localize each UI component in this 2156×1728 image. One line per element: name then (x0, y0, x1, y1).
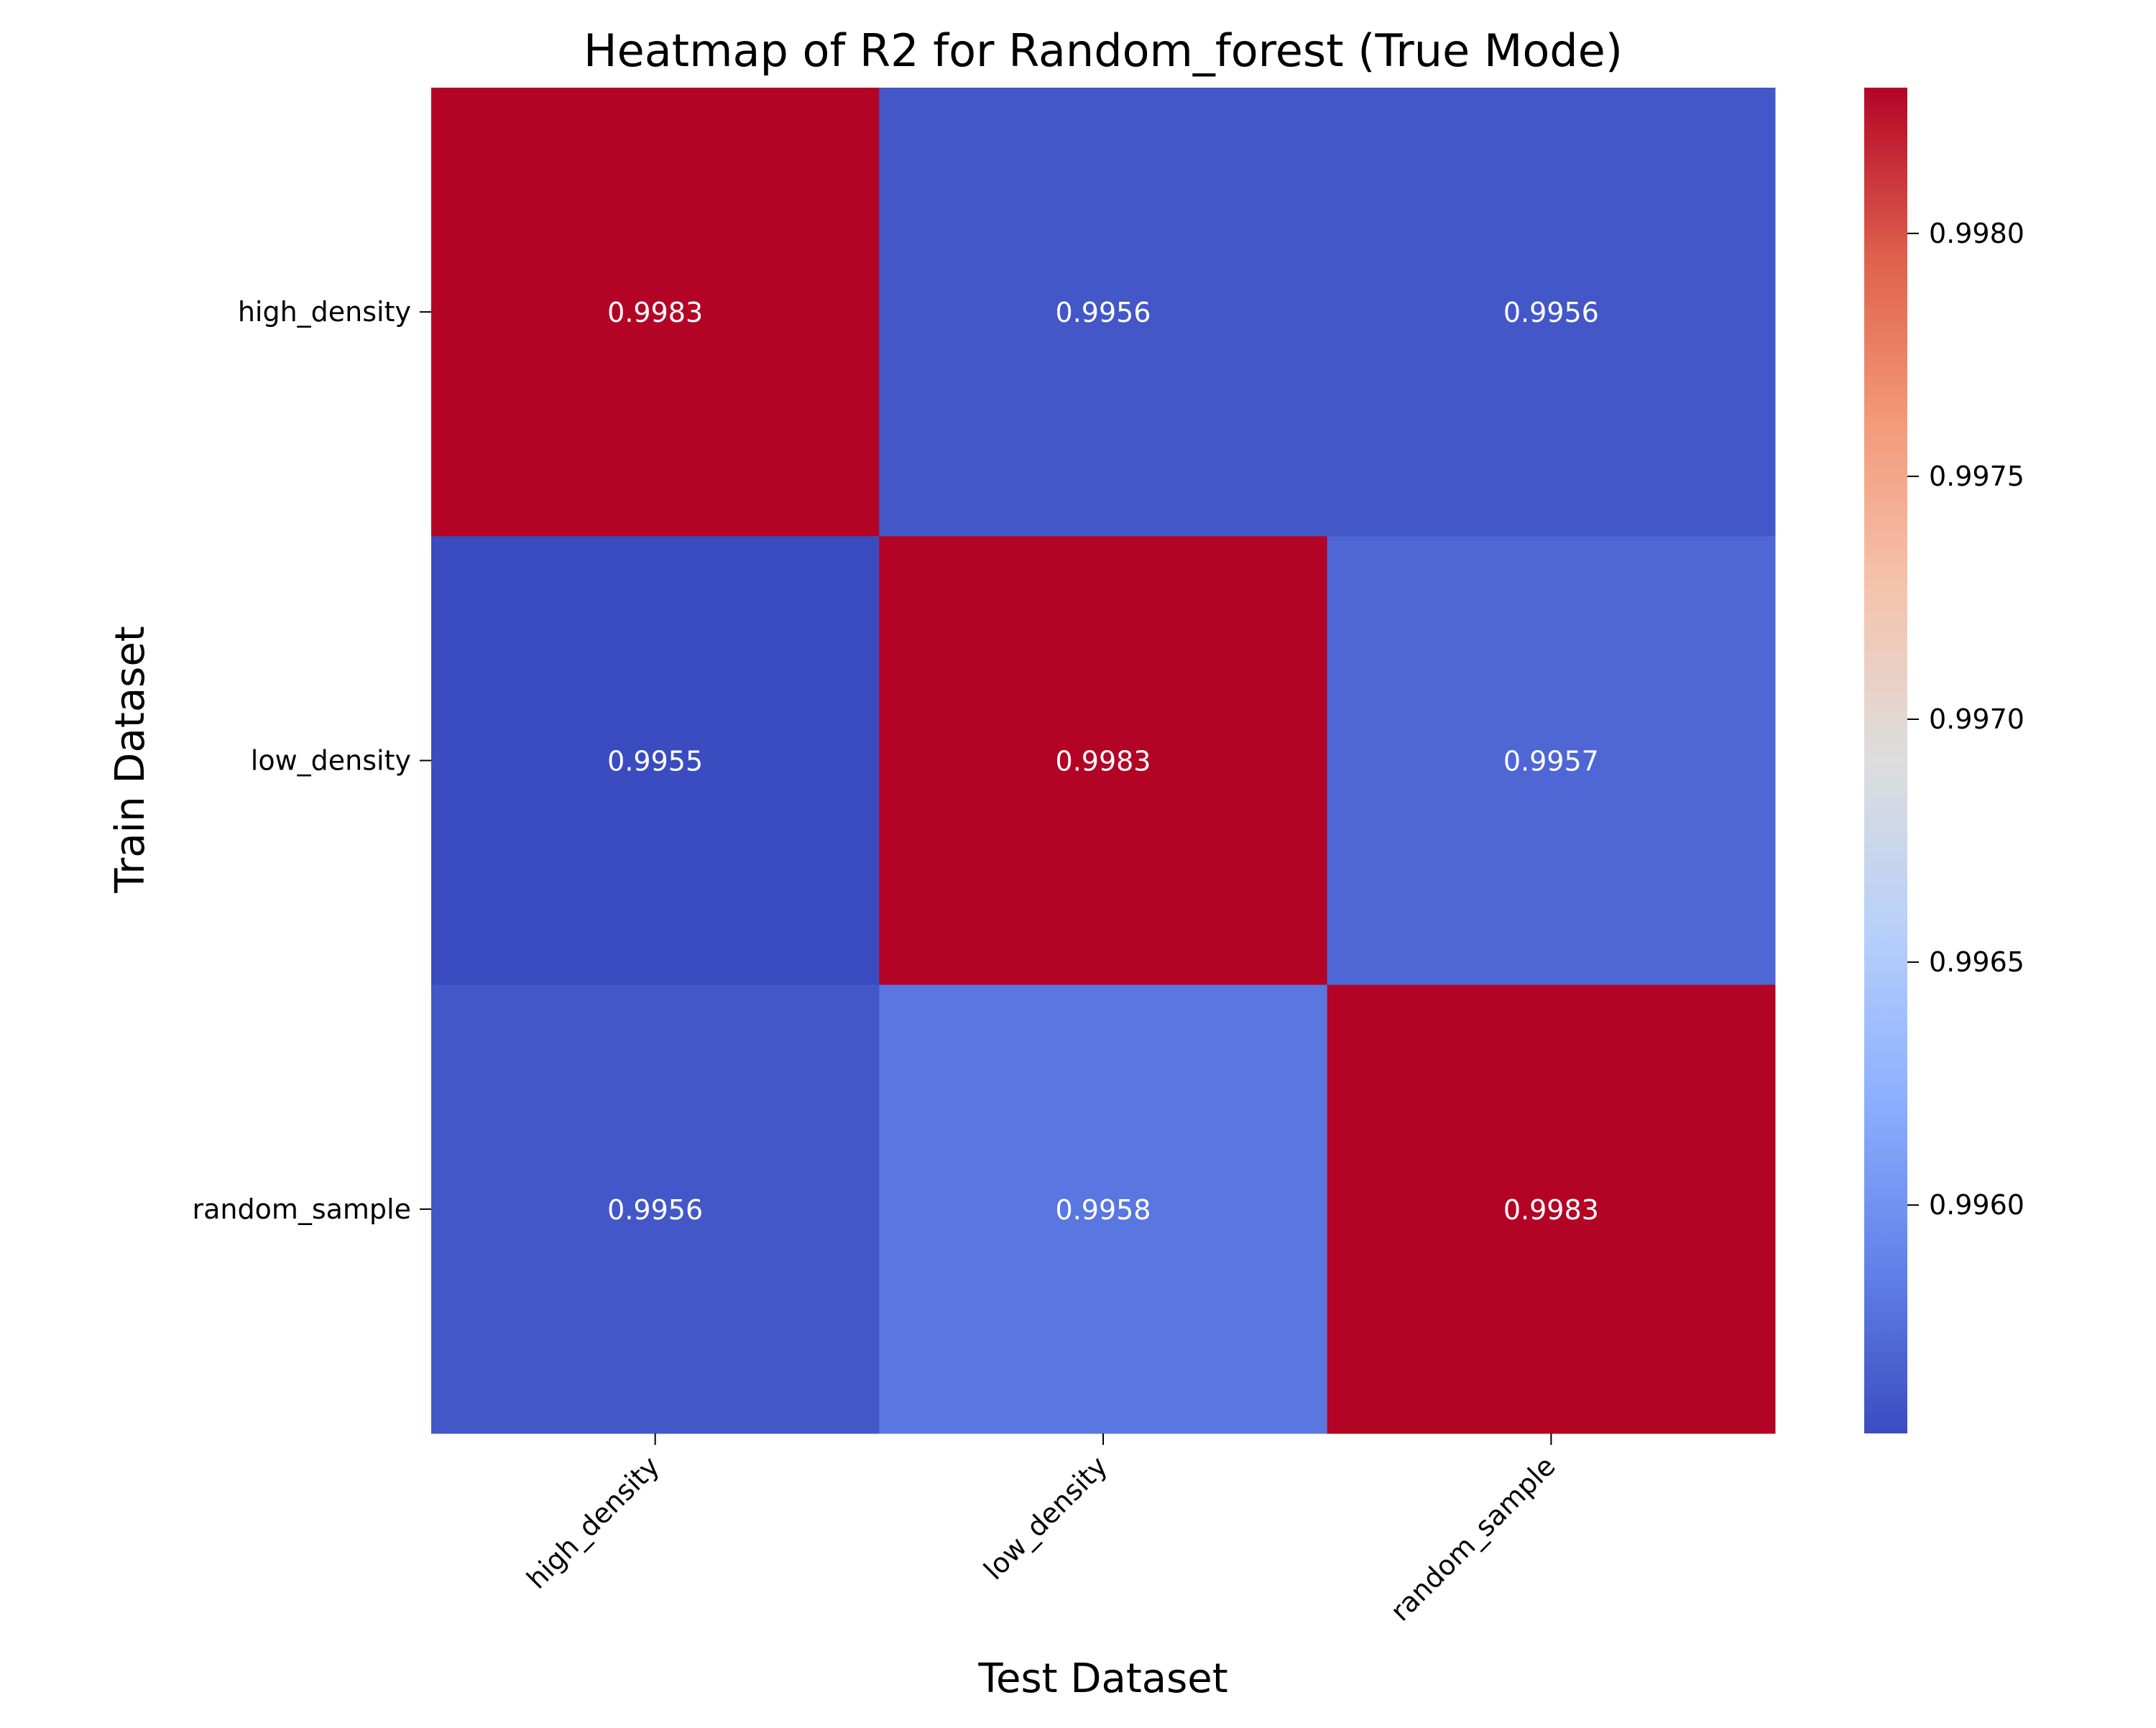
cell-value-label: 0.9956 (607, 1194, 703, 1226)
y-tick-label: low_density (251, 745, 411, 777)
heatmap-cell (1327, 984, 1776, 1434)
y-tick-label: random_sample (192, 1193, 411, 1225)
colorbar-tick-label: 0.9970 (1929, 703, 2024, 735)
cell-value-label: 0.9983 (607, 297, 703, 328)
colorbar-tick-label: 0.9975 (1929, 461, 2024, 492)
x-axis-label: Test Dataset (977, 1655, 1227, 1702)
colorbar: 0.9960 0.9965 0.9970 0.9975 0.9980 (1864, 88, 2024, 1433)
chart-title: Heatmap of R2 for Random_forest (True Mo… (584, 24, 1623, 77)
colorbar-gradient (1864, 88, 1907, 1433)
cell-value-label: 0.9958 (1056, 1194, 1151, 1226)
x-tick-label: random_sample (1384, 1450, 1561, 1627)
cell-value-label: 0.9983 (1503, 1194, 1599, 1226)
cell-annotations: 0.9983 0.9956 0.9956 0.9955 0.9983 0.9957 0.99… (607, 297, 1599, 1226)
y-axis-label: Train Dataset (107, 626, 154, 893)
x-tick-label: low_density (977, 1450, 1113, 1586)
colorbar-tick-label: 0.9960 (1929, 1189, 2024, 1221)
cell-value-label: 0.9956 (1503, 297, 1599, 328)
colorbar-tick-label: 0.9980 (1929, 218, 2024, 249)
heatmap-cell (1327, 536, 1776, 986)
heatmap-cell (431, 984, 880, 1434)
heatmap-cell (879, 88, 1328, 537)
heatmap-cell (431, 88, 880, 537)
heatmap-cells (431, 88, 1776, 1434)
cell-value-label: 0.9957 (1503, 746, 1599, 777)
heatmap-cell (1327, 88, 1776, 537)
cell-value-label: 0.9955 (607, 746, 703, 777)
y-axis-ticks: high_density low_density random_sample (192, 296, 431, 1225)
x-tick-label: high_density (520, 1450, 665, 1595)
cell-value-label: 0.9956 (1056, 297, 1151, 328)
heatmap-cell (879, 536, 1328, 986)
colorbar-tick-label: 0.9965 (1929, 946, 2024, 978)
cell-value-label: 0.9983 (1056, 746, 1151, 777)
x-axis-ticks: high_density low_density random_sample (520, 1433, 1562, 1627)
heatmap-cell (431, 536, 880, 986)
heatmap-cell (879, 984, 1328, 1434)
y-tick-label: high_density (238, 296, 411, 328)
